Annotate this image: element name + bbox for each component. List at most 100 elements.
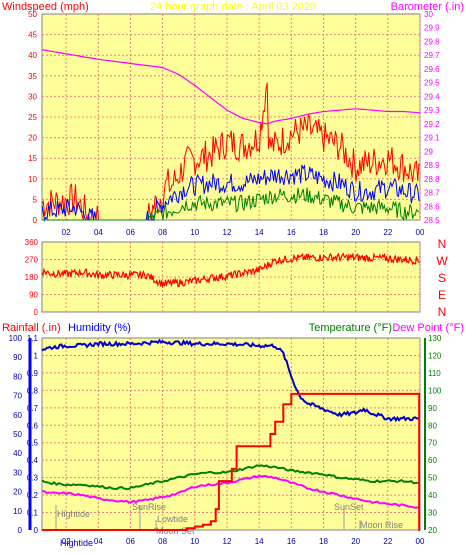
time-tick-label-top: 18 (319, 228, 328, 237)
rainfall-line (42, 392, 421, 531)
humidity-line (41, 338, 419, 423)
humidity-tick-label: 50 (13, 430, 22, 439)
barometer-axis-title: Barometer (.in) (391, 1, 464, 13)
rainfall-tick-label: 0 (34, 526, 39, 535)
barometer-tick-label: 30 (424, 10, 433, 19)
barometer-tick-label: 28.8 (424, 175, 440, 184)
time-tick-label-bottom: 14 (255, 537, 264, 546)
compass-labels: N W S E N (436, 237, 448, 319)
compass-south: S (438, 271, 446, 285)
barometer-tick-label: 29.2 (424, 120, 440, 129)
temperature-tick-label: 110 (428, 369, 441, 378)
humidity-tick-label: 70 (13, 392, 22, 401)
barometer-line (41, 49, 421, 125)
time-tick-label-top: 06 (126, 228, 135, 237)
rainfall-tick-label: 1.1 (27, 334, 39, 343)
temperature-tick-label: 60 (428, 456, 437, 465)
humidity-series (41, 338, 421, 531)
rainfall-tick-label: 0.6 (27, 421, 39, 430)
hightide-label-1: Hightide (57, 509, 90, 519)
humidity-tick-label: 20 (13, 488, 22, 497)
time-x-axis-bottom: 02 04 06 08 10 12 14 16 18 20 22 00 (62, 537, 425, 546)
direction-line (41, 252, 420, 288)
barometer-tick-label: 29 (424, 147, 433, 156)
temperature-tick-label: 100 (428, 386, 442, 395)
wind-series (41, 49, 421, 222)
temperature-tick-label: 80 (428, 421, 437, 430)
time-tick-label-bottom: 04 (94, 537, 103, 546)
temperature-tick-label: 120 (428, 351, 442, 360)
humidity-tick-label: 40 (13, 449, 22, 458)
hightide-label-2: Hightide (60, 538, 93, 548)
windspeed-tick-label: 15 (28, 154, 37, 163)
barometer-tick-label: 29.7 (424, 51, 440, 60)
sunrise-label: SunRise (132, 502, 166, 512)
barometer-tick-label: 28.9 (424, 161, 440, 170)
windspeed-tick-label: 20 (28, 134, 37, 143)
barometer-tick-label: 29.4 (424, 92, 440, 101)
temperature-axis-title: Temperature (°F) (309, 322, 392, 334)
direction-tick-label: 0 (34, 308, 39, 317)
windspeed-tick-label: 50 (28, 10, 37, 19)
humidity-y-axis: 0 10 20 30 40 50 60 70 80 90 100 (9, 334, 32, 535)
humidity-axis-title: Humidity (%) (68, 322, 131, 334)
windspeed-tick-label: 30 (28, 92, 37, 101)
direction-grid (42, 242, 421, 312)
humidity-tick-label: 90 (13, 353, 22, 362)
time-tick-label-bottom: 08 (158, 537, 167, 546)
rainfall-tick-label: 0.2 (27, 491, 39, 500)
rainfall-tick-label: 0.1 (27, 509, 39, 518)
compass-north-bottom: N (438, 305, 447, 319)
windspeed-tick-label: 25 (28, 113, 37, 122)
time-tick-label-top: 20 (351, 228, 360, 237)
barometer-tick-label: 28.7 (424, 189, 440, 198)
rainfall-y-axis: 0 0.1 0.2 0.3 0.4 0.5 0.6 0.7 0.8 0.9 1 1.1 (27, 334, 39, 535)
temperature-tick-label: 130 (428, 334, 442, 343)
direction-tick-label: 180 (25, 273, 39, 282)
humidity-tick-label: 80 (13, 372, 22, 381)
time-tick-label-top: 04 (94, 228, 103, 237)
temperature-tick-label: 70 (428, 439, 437, 448)
rainfall-tick-label: 0.3 (27, 474, 39, 483)
windspeed-axis-title: Windspeed (mph) (2, 1, 89, 13)
time-tick-label-top: 10 (190, 228, 199, 237)
time-tick-label-top: 08 (158, 228, 167, 237)
temperature-line (41, 464, 419, 491)
temperature-tick-label: 50 (428, 474, 437, 483)
time-tick-label-bottom: 02 (62, 537, 71, 546)
compass-north-top: N (438, 237, 447, 251)
sunset-label: SunSet (334, 502, 364, 512)
windspeed-tick-label: 35 (28, 72, 37, 81)
direction-series (41, 252, 420, 288)
direction-tick-label: 90 (29, 291, 38, 300)
time-tick-label-bottom: 00 (416, 537, 425, 546)
temperature-y-axis: 20 30 40 50 60 70 80 90 100 110 120 130 (424, 334, 442, 535)
windspeed-tick-label: 5 (33, 195, 38, 204)
barometer-tick-label: 28.5 (424, 216, 440, 225)
compass-east: E (438, 288, 446, 302)
barometer-tick-label: 29.5 (424, 79, 440, 88)
humidity-tick-label: 30 (13, 468, 22, 477)
chart-title: 24 hour graph date : April 03 2020 (150, 1, 316, 13)
barometer-tick-label: 29.9 (424, 24, 440, 33)
windspeed-tick-label: 40 (28, 51, 37, 60)
rainfall-tick-label: 0.4 (27, 456, 39, 465)
temperature-tick-label: 30 (428, 509, 437, 518)
wind-min-line (42, 187, 420, 222)
humidity-tick-label: 10 (13, 507, 22, 516)
humidity-tick-label: 100 (9, 334, 23, 343)
time-tick-label-top: 12 (223, 228, 232, 237)
humidity-tick-label: 0 (18, 526, 23, 535)
time-tick-label-top: 00 (416, 228, 425, 237)
moonrise-label: Moon Rise (360, 520, 403, 530)
time-tick-label-bottom: 06 (126, 537, 135, 546)
rainfall-tick-label: 0.5 (27, 439, 39, 448)
time-tick-label-bottom: 18 (319, 537, 328, 546)
temperature-tick-label: 20 (428, 526, 437, 535)
rainfall-axis-title: Rainfall (.in) (2, 322, 61, 334)
time-tick-label-top: 14 (255, 228, 264, 237)
rainfall-tick-label: 0.7 (27, 404, 39, 413)
direction-y-axis: 0 90 180 270 360 (25, 238, 39, 317)
time-tick-label-top: 16 (287, 228, 296, 237)
